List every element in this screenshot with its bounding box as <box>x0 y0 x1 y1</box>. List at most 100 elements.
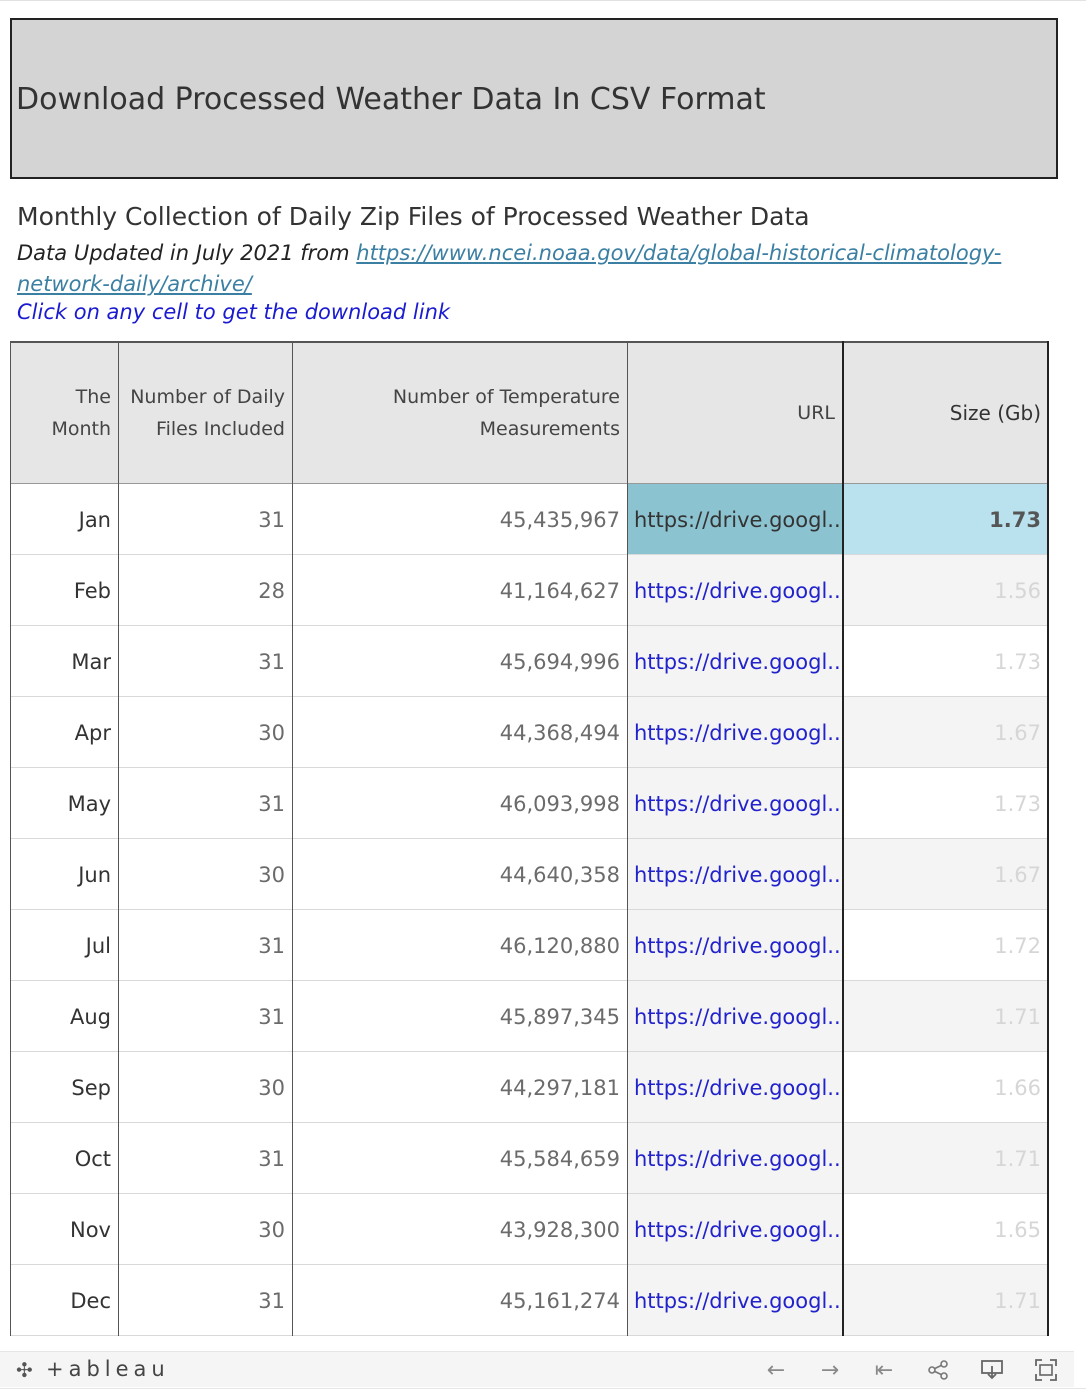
tableau-toolbar: ✣ +ableau ← → ⇤ <box>0 1351 1074 1387</box>
banner: Download Processed Weather Data In CSV F… <box>10 18 1058 179</box>
column-divider <box>292 341 293 1336</box>
row-divider <box>10 767 1048 768</box>
row-divider <box>10 1264 1048 1265</box>
cell-url[interactable]: https://drive.googl.. <box>627 768 842 839</box>
cell-size[interactable]: 1.65 <box>994 1217 1041 1242</box>
cell-files[interactable]: 31 <box>258 649 285 674</box>
cell-files[interactable]: 28 <box>258 578 285 603</box>
cell-files[interactable]: 31 <box>258 933 285 958</box>
cell-month[interactable]: Dec <box>70 1288 111 1313</box>
row-divider <box>10 980 1048 981</box>
cell-files[interactable]: 30 <box>258 862 285 887</box>
header-month[interactable]: The Month <box>10 341 118 484</box>
cell-url[interactable]: https://drive.googl.. <box>627 484 842 555</box>
share-icon[interactable] <box>922 1354 954 1386</box>
banner-title: Download Processed Weather Data In CSV F… <box>16 82 766 117</box>
row-divider <box>10 554 1048 555</box>
cell-month[interactable]: Apr <box>74 720 111 745</box>
cell-files[interactable]: 30 <box>258 1075 285 1100</box>
cell-month[interactable]: Nov <box>70 1217 111 1242</box>
cell-size[interactable]: 1.66 <box>994 1075 1041 1100</box>
download-table: The Month Number of Daily Files Included N… <box>10 341 1049 1336</box>
cell-size[interactable]: 1.73 <box>842 484 1048 555</box>
subtitle: Monthly Collection of Daily Zip Files of… <box>17 202 810 231</box>
cell-url[interactable]: https://drive.googl.. <box>627 839 842 910</box>
row-divider <box>10 1051 1048 1052</box>
revert-icon[interactable]: ⇤ <box>874 1357 894 1383</box>
row-divider <box>10 1335 1048 1336</box>
cell-measurements[interactable]: 45,897,345 <box>499 1004 620 1029</box>
cell-size[interactable]: 1.67 <box>842 839 1048 910</box>
cell-month[interactable]: Jan <box>78 507 111 532</box>
cell-measurements[interactable]: 45,584,659 <box>499 1146 620 1171</box>
cell-measurements[interactable]: 45,694,996 <box>499 649 620 674</box>
tableau-logo-text: +ableau <box>46 1357 170 1381</box>
cell-url[interactable]: https://drive.googl.. <box>627 697 842 768</box>
cell-month[interactable]: Oct <box>74 1146 111 1171</box>
cell-size[interactable]: 1.67 <box>842 697 1048 768</box>
cell-month[interactable]: Mar <box>71 649 111 674</box>
cell-files[interactable]: 31 <box>258 791 285 816</box>
cell-measurements[interactable]: 44,368,494 <box>499 720 620 745</box>
cell-url[interactable]: https://drive.googl.. <box>627 910 842 981</box>
row-divider <box>10 625 1048 626</box>
footer-divider <box>0 1388 1086 1389</box>
cell-measurements[interactable]: 46,093,998 <box>499 791 620 816</box>
column-divider <box>1047 341 1049 1336</box>
row-divider <box>10 909 1048 910</box>
cell-files[interactable]: 31 <box>258 1146 285 1171</box>
row-divider <box>10 838 1048 839</box>
cell-size[interactable]: 1.56 <box>842 555 1048 626</box>
ncei-archive-link[interactable]: https://www.ncei.noaa.gov/data/global-hi… <box>17 241 1002 296</box>
tableau-logo-icon: ✣ <box>16 1358 33 1382</box>
cell-measurements[interactable]: 43,928,300 <box>499 1217 620 1242</box>
cell-measurements[interactable]: 44,640,358 <box>499 862 620 887</box>
cell-month[interactable]: Sep <box>71 1075 111 1100</box>
cell-measurements[interactable]: 45,435,967 <box>499 507 620 532</box>
row-divider <box>10 1193 1048 1194</box>
cell-measurements[interactable]: 41,164,627 <box>499 578 620 603</box>
updated-prefix: Data Updated in July 2021 from <box>17 241 357 265</box>
fullscreen-icon[interactable] <box>1030 1354 1062 1386</box>
cell-size[interactable]: 1.73 <box>994 649 1041 674</box>
cell-month[interactable]: Feb <box>73 578 111 603</box>
click-hint: Click on any cell to get the download li… <box>17 300 451 324</box>
header-url[interactable]: URL <box>627 341 842 484</box>
cell-files[interactable]: 30 <box>258 720 285 745</box>
cell-url[interactable]: https://drive.googl.. <box>627 1265 842 1336</box>
column-divider <box>118 341 119 1336</box>
undo-icon[interactable]: ← <box>766 1357 786 1383</box>
cell-size[interactable]: 1.73 <box>994 791 1041 816</box>
row-divider <box>10 1122 1048 1123</box>
cell-url[interactable]: https://drive.googl.. <box>627 1194 842 1265</box>
redo-icon[interactable]: → <box>820 1357 840 1383</box>
cell-url[interactable]: https://drive.googl.. <box>627 555 842 626</box>
cell-files[interactable]: 31 <box>258 1004 285 1029</box>
header-measurements[interactable]: Number of Temperature Measurements <box>292 341 627 484</box>
cell-month[interactable]: Aug <box>69 1004 111 1029</box>
cell-measurements[interactable]: 44,297,181 <box>499 1075 620 1100</box>
cell-month[interactable]: May <box>67 791 111 816</box>
column-divider <box>842 341 844 1336</box>
cell-url[interactable]: https://drive.googl.. <box>627 626 842 697</box>
cell-url[interactable]: https://drive.googl.. <box>627 981 842 1052</box>
header-files[interactable]: Number of Daily Files Included <box>118 341 292 484</box>
cell-size[interactable]: 1.72 <box>994 933 1041 958</box>
cell-month[interactable]: Jul <box>85 933 111 958</box>
cell-files[interactable]: 30 <box>258 1217 285 1242</box>
download-icon[interactable] <box>976 1354 1008 1386</box>
data-updated-note: Data Updated in July 2021 from https://w… <box>17 238 1017 300</box>
header-size[interactable]: Size (Gb) <box>842 341 1048 484</box>
column-divider <box>10 341 11 1336</box>
cell-url[interactable]: https://drive.googl.. <box>627 1052 842 1123</box>
cell-files[interactable]: 31 <box>258 507 285 532</box>
cell-measurements[interactable]: 45,161,274 <box>499 1288 620 1313</box>
cell-size[interactable]: 1.71 <box>842 1265 1048 1336</box>
cell-measurements[interactable]: 46,120,880 <box>499 933 620 958</box>
cell-month[interactable]: Jun <box>78 862 111 887</box>
cell-files[interactable]: 31 <box>258 1288 285 1313</box>
cell-url[interactable]: https://drive.googl.. <box>627 1123 842 1194</box>
cell-size[interactable]: 1.71 <box>842 981 1048 1052</box>
top-divider <box>0 0 1086 2</box>
cell-size[interactable]: 1.71 <box>842 1123 1048 1194</box>
